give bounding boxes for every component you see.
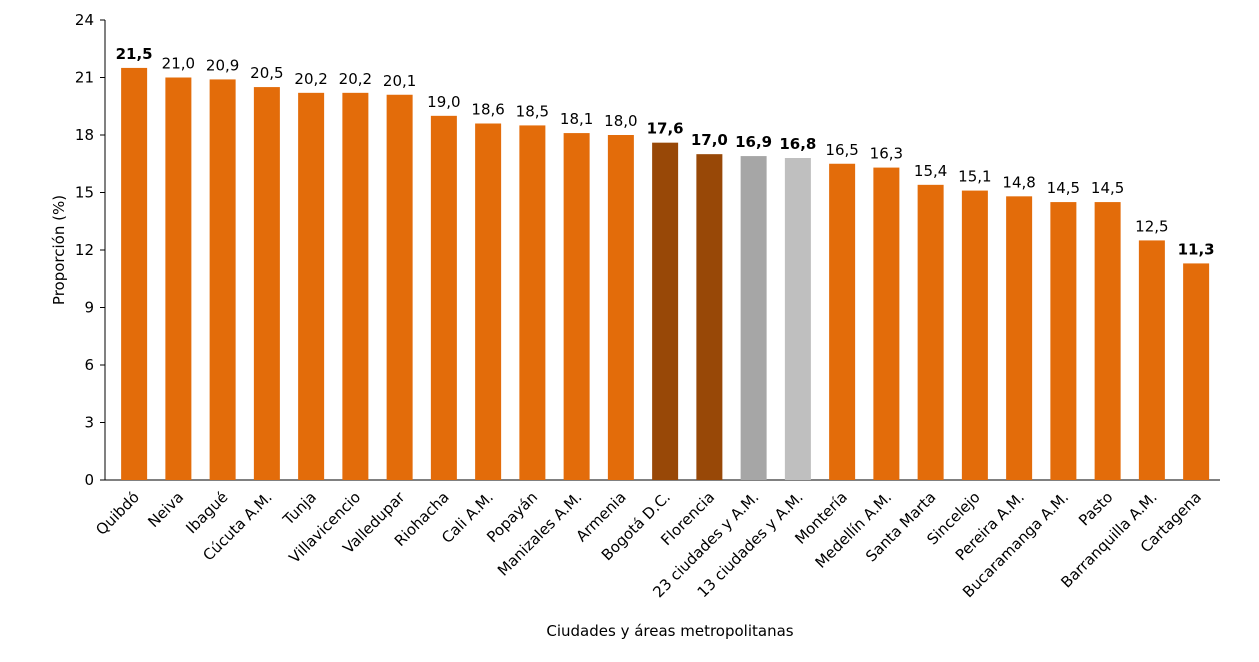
bar (696, 154, 723, 480)
bar (121, 67, 148, 481)
value-label: 16,9 (735, 133, 772, 151)
value-label: 20,2 (339, 70, 372, 88)
bar (961, 190, 988, 481)
x-tick-label: Neiva (144, 488, 187, 531)
value-label: 15,4 (914, 162, 947, 180)
value-label: 20,1 (383, 72, 416, 90)
y-tick-label: 0 (84, 471, 94, 489)
bar (386, 94, 413, 480)
bar (607, 135, 634, 480)
y-tick-label: 21 (75, 69, 94, 87)
x-tick-label: Medellín A.M. (812, 488, 896, 572)
y-axis-title: Proporción (%) (50, 195, 68, 305)
bar (563, 133, 590, 481)
value-label: 12,5 (1135, 217, 1168, 235)
value-label: 20,5 (250, 64, 283, 82)
x-tick-label: Tunja (279, 488, 320, 529)
value-label: 14,8 (1002, 173, 1035, 191)
value-label: 21,0 (162, 55, 195, 73)
value-label: 21,5 (116, 45, 153, 63)
x-tick-label: Pasto (1075, 488, 1116, 529)
y-tick-label: 9 (84, 299, 94, 317)
bar (1183, 263, 1210, 480)
value-label: 17,6 (647, 120, 684, 138)
bar (1138, 240, 1165, 480)
bar (519, 125, 546, 481)
bar (873, 167, 900, 481)
bar (740, 156, 767, 481)
value-label: 17,0 (691, 131, 728, 149)
value-label: 14,5 (1047, 179, 1080, 197)
value-label: 20,9 (206, 56, 239, 74)
value-label: 16,8 (779, 135, 816, 153)
value-label: 18,5 (516, 102, 549, 120)
value-label: 18,6 (471, 101, 504, 119)
value-label: 14,5 (1091, 179, 1124, 197)
bar (829, 163, 856, 480)
y-tick-label: 3 (84, 414, 94, 432)
value-label: 18,0 (604, 112, 637, 130)
value-label: 18,1 (560, 110, 593, 128)
x-tick-label: Quibdó (92, 488, 143, 539)
bar (784, 158, 811, 480)
value-label: 15,1 (958, 168, 991, 186)
bar (1094, 202, 1121, 481)
bar (253, 87, 280, 480)
y-tick-label: 18 (75, 126, 94, 144)
bar (652, 142, 679, 480)
y-tick-label: 24 (75, 11, 94, 29)
value-label: 19,0 (427, 93, 460, 111)
x-axis-title: Ciudades y áreas metropolitanas (546, 622, 793, 640)
bar (209, 79, 236, 481)
bar (1050, 202, 1077, 481)
bar (1006, 196, 1033, 481)
y-tick-label: 12 (75, 241, 94, 259)
value-label: 16,5 (825, 141, 858, 159)
y-tick-label: 6 (84, 356, 94, 374)
bar (475, 123, 502, 480)
bar (342, 92, 369, 480)
y-tick-label: 15 (75, 184, 94, 202)
value-label: 20,2 (294, 70, 327, 88)
bar (165, 77, 192, 480)
bar (430, 115, 457, 480)
bar (298, 92, 325, 480)
value-label: 11,3 (1178, 240, 1215, 258)
bar (917, 184, 944, 481)
value-label: 16,3 (870, 145, 903, 163)
